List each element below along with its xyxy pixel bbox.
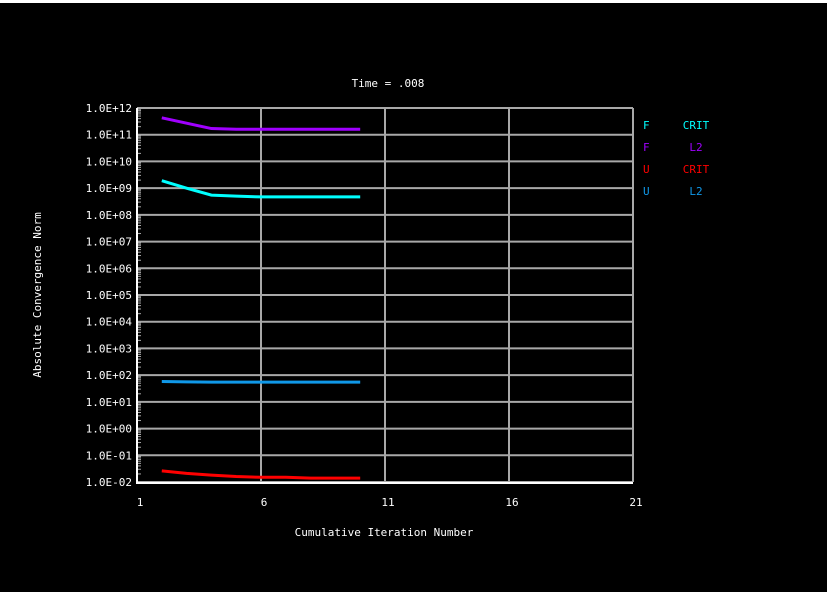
y-tick-label: 1.0E+07 [86,236,132,249]
x-axis-label: Cumulative Iteration Number [295,526,474,539]
chart-title: Time = .008 [352,77,425,90]
y-tick-label: 1.0E-02 [86,476,132,489]
y-tick-label: 1.0E+02 [86,369,132,382]
axes [136,108,633,484]
legend-label-norm: L2 [689,141,702,154]
tick-labels: 1.0E+12 1.0E+11 1.0E+10 1.0E+09 1.0E+08 1.0E+… [86,102,643,509]
y-tick-label: 1.0E+12 [86,102,132,115]
grid [137,107,634,483]
y-tick-label: 1.0E-01 [86,449,132,462]
x-tick-label: 21 [629,496,642,509]
x-tick-label: 11 [381,496,394,509]
y-tick-label: 1.0E+09 [86,182,132,195]
window-top-border [0,0,827,3]
series-line-f-l2 [161,116,361,131]
y-tick-label: 1.0E+06 [86,262,132,275]
y-tick-label: 1.0E+05 [86,289,132,302]
legend-label-norm: L2 [689,185,702,198]
legend-label-norm: CRIT [683,119,710,132]
series-line-u-crit [161,469,361,480]
legend-label-quantity: F [643,119,650,132]
x-tick-label: 1 [137,496,144,509]
series-line-f-crit [161,179,361,199]
y-tick-label: 1.0E+00 [86,423,132,436]
legend-label-norm: CRIT [683,163,710,176]
legend: F CRIT F L2 U CRIT U L2 [643,119,710,198]
series-lines [161,116,361,480]
y-axis-label: Absolute Convergence Norm [31,212,44,378]
y-tick-label: 1.0E+03 [86,342,132,355]
y-tick-label: 1.0E+04 [86,316,133,329]
legend-label-quantity: U [643,185,650,198]
y-tick-label: 1.0E+08 [86,209,132,222]
series-line-u-l2 [161,379,361,384]
legend-label-quantity: U [643,163,650,176]
x-tick-label: 16 [505,496,518,509]
legend-label-quantity: F [643,141,650,154]
x-tick-label: 6 [261,496,268,509]
y-tick-label: 1.0E+01 [86,396,132,409]
y-tick-label: 1.0E+11 [86,129,132,142]
y-tick-label: 1.0E+10 [86,155,132,168]
